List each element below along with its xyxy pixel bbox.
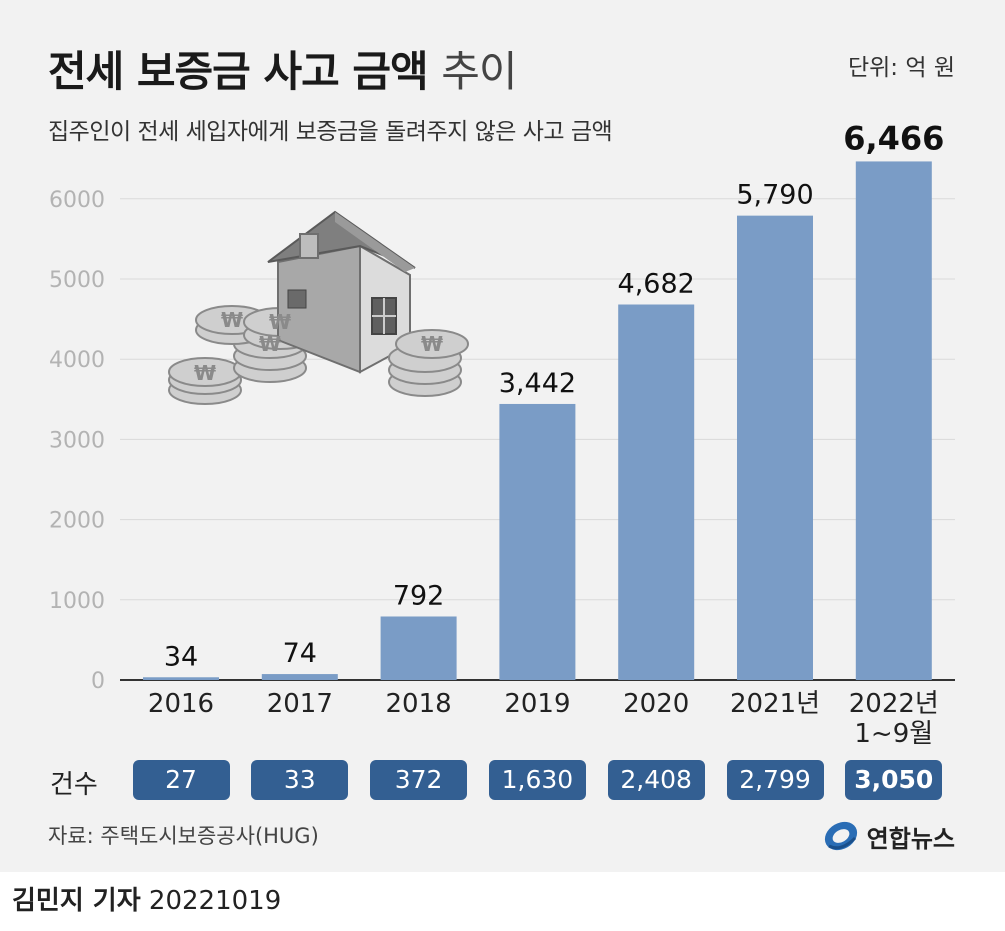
bar xyxy=(499,403,576,680)
value-label: 5,790 xyxy=(736,180,813,211)
yonhap-logo-icon xyxy=(824,821,857,851)
chart-bars xyxy=(143,161,932,680)
unit-label: 단위: 억 원 xyxy=(847,55,955,81)
svg-text:₩: ₩ xyxy=(259,332,281,356)
x-tick-label: 2018 xyxy=(386,689,452,719)
value-label: 4,682 xyxy=(618,269,695,300)
subtitle: 집주인이 전세 세입자에게 보증금을 돌려주지 않은 사고 금액 xyxy=(48,119,613,145)
bar xyxy=(855,161,932,680)
count-row-label: 건수 xyxy=(50,770,98,800)
y-tick-label: 1000 xyxy=(49,589,105,614)
y-tick-label: 4000 xyxy=(49,348,105,373)
value-label: 792 xyxy=(393,580,445,611)
title-main: 전세 보증금 사고 금액 xyxy=(48,47,429,96)
count-badge: 1,630 xyxy=(488,760,586,800)
house-with-won-coins-icon: ₩₩₩ ₩₩ xyxy=(168,210,469,405)
logo-text: 연합뉴스 xyxy=(866,824,955,853)
infographic-card: 전세 보증금 사고 금액 추이 단위: 억 원 집주인이 전세 세입자에게 보증… xyxy=(0,0,1005,872)
count-badge: 3,050 xyxy=(845,760,943,800)
value-label: 3,442 xyxy=(499,368,576,399)
count-badge: 33 xyxy=(251,760,349,800)
svg-text:₩: ₩ xyxy=(194,361,216,385)
x-tick-label: 2020 xyxy=(623,689,689,719)
value-label: 74 xyxy=(283,638,317,669)
x-tick-label: 2022년 1~9월 xyxy=(849,689,939,749)
bar xyxy=(618,304,695,680)
y-tick-label: 3000 xyxy=(49,428,105,453)
count-badge: 2,799 xyxy=(726,760,824,800)
count-badge: 2,408 xyxy=(607,760,705,800)
y-tick-label: 2000 xyxy=(49,509,105,534)
bar-chart: 0 1000 2000 3000 4000 5000 6000 xyxy=(49,119,955,749)
svg-text:₩: ₩ xyxy=(269,310,291,334)
byline-name: 김민지 기자 xyxy=(12,886,141,916)
byline: 김민지 기자 20221019 xyxy=(12,880,281,917)
x-tick-label: 2016 xyxy=(148,689,214,719)
title-suffix: 추이 xyxy=(441,47,517,96)
value-labels: 34 74 792 3,442 4,682 5,790 6,466 xyxy=(164,119,945,672)
bar xyxy=(737,215,813,680)
source-note: 자료: 주택도시보증공사(HUG) xyxy=(48,824,319,848)
value-label: 34 xyxy=(164,641,198,672)
bar xyxy=(143,677,219,680)
yonhap-logo: 연합뉴스 xyxy=(821,814,955,858)
x-tick-label: 2019 xyxy=(504,689,570,719)
page-title: 전세 보증금 사고 금액 추이 xyxy=(48,38,518,99)
y-tick-label: 0 xyxy=(91,669,105,694)
byline-date: 20221019 xyxy=(148,886,282,916)
x-axis-labels: 2016 2017 2018 2019 2020 2021년 2022년 1~9월 xyxy=(148,689,939,749)
bar xyxy=(261,674,338,680)
count-badge: 27 xyxy=(132,760,230,800)
value-label: 6,466 xyxy=(843,119,944,157)
y-tick-label: 6000 xyxy=(49,188,105,213)
bar xyxy=(380,616,457,680)
svg-text:₩: ₩ xyxy=(421,332,443,356)
svg-text:₩: ₩ xyxy=(221,308,243,332)
y-tick-label: 5000 xyxy=(49,268,105,293)
count-badge: 372 xyxy=(370,760,468,800)
x-tick-label: 2021년 xyxy=(730,689,820,719)
x-tick-label: 2017 xyxy=(267,689,333,719)
